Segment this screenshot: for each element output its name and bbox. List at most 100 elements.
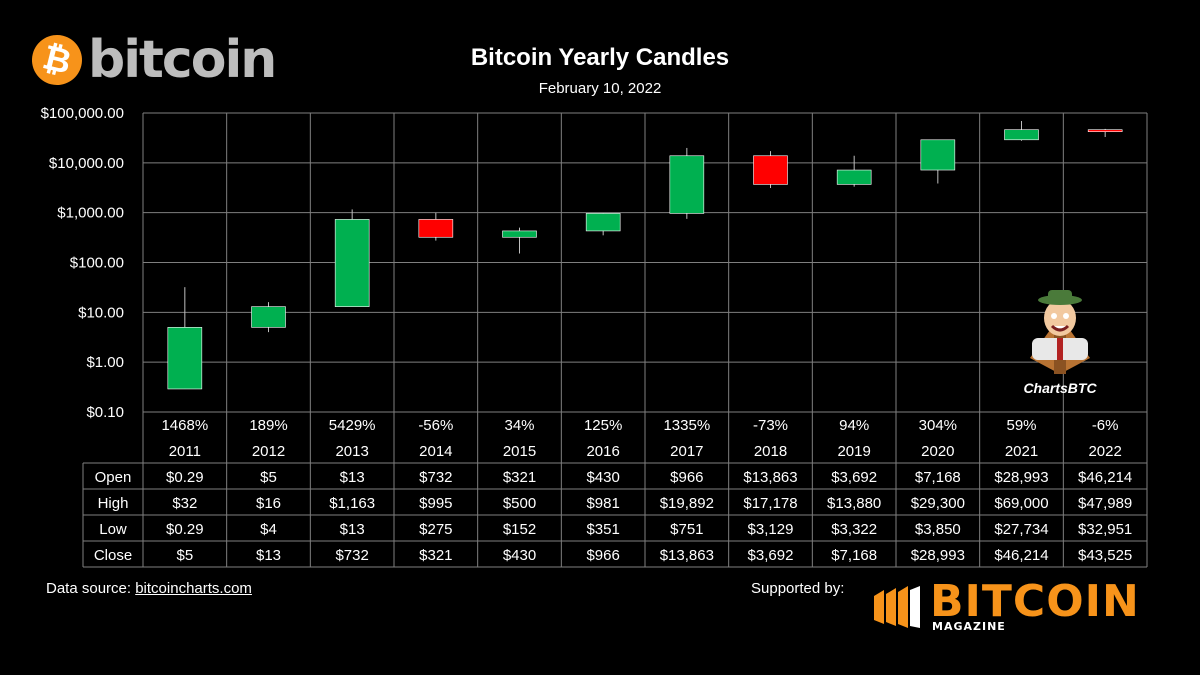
table-cell: $152	[503, 521, 536, 538]
table-cell: $32,951	[1078, 521, 1132, 538]
table-cell: $16	[256, 495, 281, 512]
table-cell: $46,214	[994, 547, 1048, 564]
table-cell: $27,734	[994, 521, 1048, 538]
x-tick-label: 2017	[670, 443, 703, 460]
table-cell: $3,692	[831, 469, 877, 486]
candle-body	[167, 327, 203, 390]
candle-body	[836, 169, 872, 185]
table-cell: $4	[260, 521, 277, 538]
watermark-label: ChartsBTC	[1023, 380, 1097, 396]
pct-change-label: 5429%	[329, 417, 376, 434]
y-tick-label: $100,000.00	[41, 105, 124, 122]
pct-change-label: 34%	[504, 417, 534, 434]
candle-body	[418, 219, 454, 238]
table-cell: $3,322	[831, 521, 877, 538]
data-source-prefix: Data source:	[46, 580, 136, 597]
candle-body	[1004, 129, 1039, 141]
x-tick-label: 2016	[586, 443, 619, 460]
pct-change-label: 304%	[919, 417, 957, 434]
x-tick-label: 2022	[1088, 443, 1121, 460]
magazine-wordmark: BITCOIN	[930, 576, 1140, 627]
logo-wordmark: bitcoin	[88, 30, 277, 90]
table-cell: $13,880	[827, 495, 881, 512]
table-row-label: High	[98, 495, 129, 512]
candle-body	[585, 213, 621, 232]
table-cell: $13	[340, 521, 365, 538]
candle-body	[502, 230, 537, 238]
table-cell: $321	[503, 469, 536, 486]
table-cell: $28,993	[994, 469, 1048, 486]
bitcoin-magazine-logo: BITCOIN MAGAZINE	[870, 576, 1160, 634]
table-cell: $17,178	[743, 495, 797, 512]
candle-body	[251, 306, 286, 328]
table-cell: $43,525	[1078, 547, 1132, 564]
pct-change-label: -6%	[1092, 417, 1119, 434]
table-cell: $29,300	[911, 495, 965, 512]
pct-change-label: -56%	[418, 417, 453, 434]
pct-change-label: 1468%	[161, 417, 208, 434]
magazine-bars-icon	[874, 586, 920, 628]
x-tick-label: 2014	[419, 443, 452, 460]
table-cell: $732	[335, 547, 368, 564]
table-cell: $0.29	[166, 521, 204, 538]
table-cell: $321	[419, 547, 452, 564]
table-cell: $275	[419, 521, 452, 538]
y-tick-label: $10,000.00	[49, 155, 124, 172]
chartsbtc-watermark: ChartsBTC	[1012, 288, 1108, 406]
x-tick-label: 2015	[503, 443, 536, 460]
pct-change-label: 189%	[249, 417, 287, 434]
table-cell: $32	[172, 495, 197, 512]
table-cell: $46,214	[1078, 469, 1132, 486]
table-cell: $13,863	[743, 469, 797, 486]
table-cell: $1,163	[329, 495, 375, 512]
data-source: Data source: bitcoincharts.com	[46, 580, 252, 597]
pct-change-label: 125%	[584, 417, 622, 434]
chart-title: Bitcoin Yearly Candles	[470, 44, 730, 71]
table-cell: $3,850	[915, 521, 961, 538]
table-cell: $13,863	[660, 547, 714, 564]
pct-change-label: 1335%	[663, 417, 710, 434]
x-tick-label: 2013	[335, 443, 368, 460]
candle-body	[920, 139, 956, 171]
data-source-link[interactable]: bitcoincharts.com	[135, 580, 252, 597]
x-tick-label: 2019	[837, 443, 870, 460]
table-cell: $351	[586, 521, 619, 538]
table-cell: $5	[260, 469, 277, 486]
candle-body	[669, 155, 705, 214]
table-cell: $7,168	[831, 547, 877, 564]
table-cell: $28,993	[911, 547, 965, 564]
table-cell: $751	[670, 521, 703, 538]
bitcoin-logo: ₿ bitcoin	[26, 29, 277, 91]
y-tick-label: $10.00	[78, 304, 124, 321]
table-cell: $430	[586, 469, 619, 486]
table-cell: $19,892	[660, 495, 714, 512]
magazine-subtitle: MAGAZINE	[932, 620, 1006, 633]
x-tick-label: 2021	[1005, 443, 1038, 460]
table-cell: $5	[176, 547, 193, 564]
candle-body	[1087, 129, 1123, 133]
pct-change-label: 59%	[1006, 417, 1036, 434]
x-tick-label: 2020	[921, 443, 954, 460]
table-cell: $0.29	[166, 469, 204, 486]
table-row-label: Open	[95, 469, 132, 486]
y-tick-label: $1.00	[86, 354, 124, 371]
chart-date: February 10, 2022	[538, 80, 662, 97]
table-cell: $500	[503, 495, 536, 512]
y-tick-label: $0.10	[86, 404, 124, 421]
x-tick-label: 2012	[252, 443, 285, 460]
x-tick-label: 2018	[754, 443, 787, 460]
table-cell: $3,692	[748, 547, 794, 564]
table-cell: $69,000	[994, 495, 1048, 512]
table-cell: $13	[256, 547, 281, 564]
table-cell: $981	[586, 495, 619, 512]
y-tick-label: $100.00	[70, 255, 124, 272]
table-cell: $995	[419, 495, 452, 512]
table-cell: $7,168	[915, 469, 961, 486]
table-cell: $966	[586, 547, 619, 564]
table-row-label: Close	[94, 547, 132, 564]
table-cell: $732	[419, 469, 452, 486]
candle-body	[753, 155, 788, 185]
candle-body	[334, 219, 370, 307]
table-cell: $3,129	[748, 521, 794, 538]
